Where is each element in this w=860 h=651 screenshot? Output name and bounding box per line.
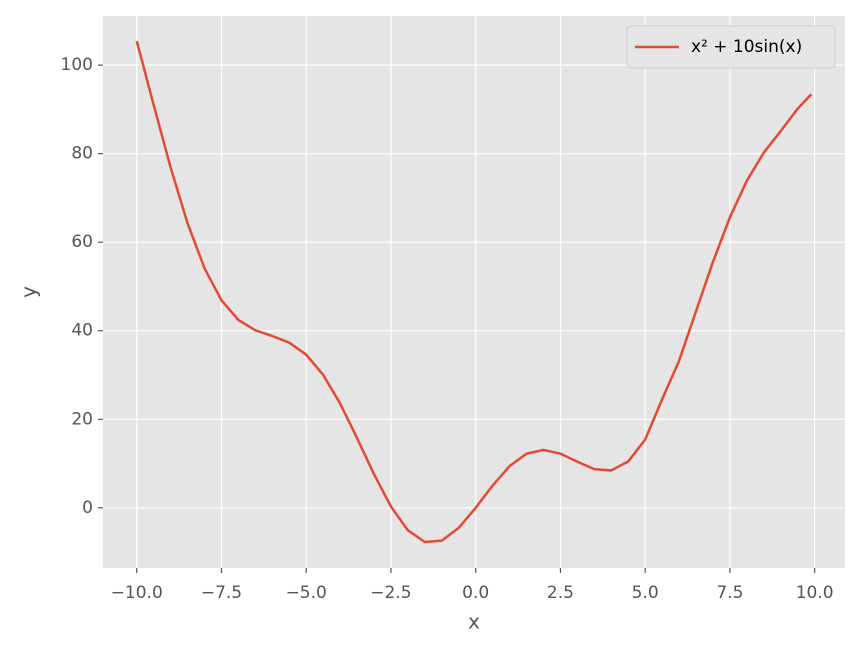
x-tick-label: 10.0 bbox=[796, 583, 834, 603]
legend: x² + 10sin(x) bbox=[626, 25, 836, 69]
legend-box bbox=[626, 25, 836, 69]
y-axis-label: y bbox=[17, 286, 41, 298]
x-tick-label: −10.0 bbox=[111, 583, 163, 603]
y-tick-label: 40 bbox=[71, 321, 93, 341]
x-tick-label: 0.0 bbox=[462, 583, 489, 603]
data-line bbox=[135, 40, 813, 544]
x-tick-label: 7.5 bbox=[716, 583, 743, 603]
x-tick-label: −2.5 bbox=[370, 583, 411, 603]
legend-label: x² + 10sin(x) bbox=[691, 37, 802, 57]
x-tick-label: 5.0 bbox=[632, 583, 659, 603]
x-tick-label: −5.0 bbox=[286, 583, 327, 603]
plot-area bbox=[103, 16, 845, 568]
y-tick-label: 0 bbox=[82, 498, 93, 518]
x-axis-label: x bbox=[468, 610, 480, 634]
y-tick-label: 80 bbox=[71, 144, 93, 164]
x-tick-label: 2.5 bbox=[547, 583, 574, 603]
y-tick-label: 20 bbox=[71, 409, 93, 429]
x-tick-label: −7.5 bbox=[201, 583, 242, 603]
y-tick-label: 100 bbox=[61, 55, 93, 75]
y-tick-label: 60 bbox=[71, 232, 93, 252]
